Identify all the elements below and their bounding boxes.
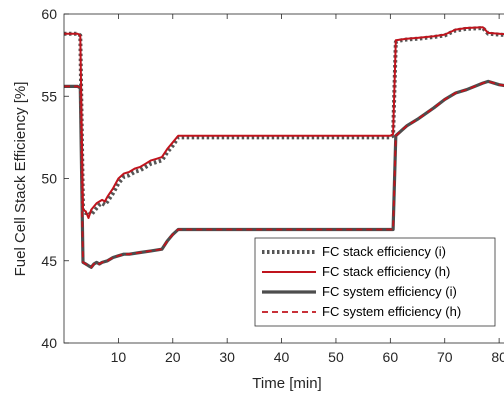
legend-label-1: FC stack efficiency (h) <box>322 264 450 279</box>
x-tick-label: 70 <box>437 349 453 365</box>
series-line-1 <box>64 26 504 219</box>
legend: FC stack efficiency (i) FC stack efficien… <box>254 237 496 327</box>
y-tick-label: 45 <box>41 253 57 269</box>
x-tick-label: 10 <box>111 349 127 365</box>
y-axis-label: Fuel Cell Stack Efficiency [%] <box>12 82 29 277</box>
y-tick-label: 55 <box>41 88 57 104</box>
x-tick-label: 80 <box>491 349 504 365</box>
series-line-3 <box>64 80 504 269</box>
legend-label-0: FC stack efficiency (i) <box>322 244 446 259</box>
axis-layer: 10 20 30 40 50 60 70 80 40 45 50 55 60 <box>41 6 504 365</box>
x-tick-label: 60 <box>383 349 399 365</box>
series-layer <box>64 26 504 269</box>
x-tick-label: 30 <box>219 349 235 365</box>
y-tick-label: 40 <box>41 335 57 351</box>
x-tick-label: 40 <box>274 349 290 365</box>
y-tick-label: 50 <box>41 171 57 187</box>
y-tick-label: 60 <box>41 6 57 22</box>
legend-label-2: FC system efficiency (i) <box>322 284 457 299</box>
x-tick-label: 20 <box>165 349 181 365</box>
legend-label-3: FC system efficiency (h) <box>322 304 461 319</box>
x-tick-label: 50 <box>328 349 344 365</box>
x-axis-label: Time [min] <box>252 375 321 392</box>
